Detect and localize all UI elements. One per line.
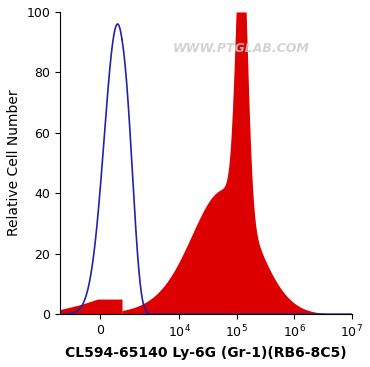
Y-axis label: Relative Cell Number: Relative Cell Number [7,90,21,236]
X-axis label: CL594-65140 Ly-6G (Gr-1)(RB6-8C5): CL594-65140 Ly-6G (Gr-1)(RB6-8C5) [65,346,347,360]
Text: WWW.PTGLAB.COM: WWW.PTGLAB.COM [172,42,309,55]
